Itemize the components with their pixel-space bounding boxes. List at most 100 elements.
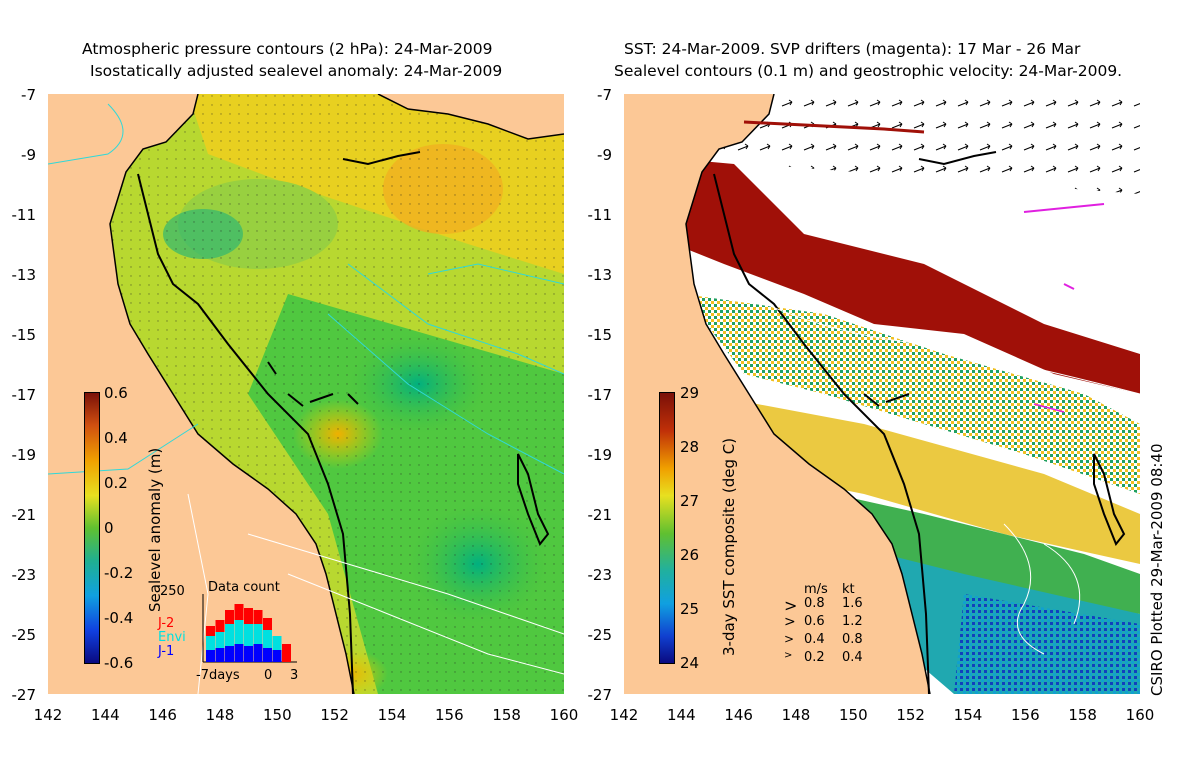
histogram-bar	[225, 610, 234, 624]
mission-j2: J-2	[158, 616, 175, 631]
x-tick-label: 156	[1011, 706, 1040, 724]
y-tick-label: -17	[587, 386, 613, 404]
colorbar-tick-label: 26	[680, 546, 700, 564]
x-tick-label: 152	[896, 706, 925, 724]
y-tick-label: -11	[11, 206, 37, 224]
x-tick-label: 150	[839, 706, 868, 724]
y-tick-label: -13	[11, 266, 37, 284]
colorbar-tick-label: -0.6	[104, 654, 134, 672]
histogram-bar	[272, 636, 282, 650]
colorbar-tick-label: 24	[680, 654, 700, 672]
left-map	[48, 94, 564, 694]
y-tick-label: -13	[587, 266, 613, 284]
histogram-bar	[225, 624, 234, 646]
histogram-bar	[263, 618, 272, 630]
y-tick-label: -21	[11, 506, 37, 524]
data-count-xlabel-zero: 0	[264, 668, 273, 683]
x-tick-label: 142	[609, 706, 639, 724]
right-title-line1: SST: 24-Mar-2009. SVP drifters (magenta)…	[624, 40, 1081, 58]
y-tick-label: -7	[597, 86, 612, 104]
sst-composite-map	[624, 94, 1140, 694]
right-map	[624, 94, 1140, 694]
y-tick-label: -7	[21, 86, 36, 104]
colorbar-tick-label: 0.2	[104, 474, 128, 492]
histogram-bar	[244, 608, 253, 624]
x-tick-label: 160	[1125, 706, 1155, 724]
y-tick-label: -23	[11, 566, 37, 584]
x-tick-label: 158	[492, 706, 521, 724]
data-count-xlabel-end: 3	[290, 668, 299, 683]
velocity-ms-value: 0.6	[804, 614, 825, 629]
histogram-bar	[253, 644, 263, 662]
velocity-ms-value: 0.8	[804, 596, 825, 611]
histogram-bar	[234, 644, 244, 662]
velocity-kt-value: 1.2	[842, 614, 863, 629]
x-tick-label: 146	[724, 706, 753, 724]
histogram-bar	[234, 620, 244, 644]
y-tick-label: -21	[587, 506, 613, 524]
colorbar-tick-label: 0	[104, 519, 114, 537]
histogram-bar	[206, 636, 215, 650]
colorbar-tick-label: 25	[680, 600, 700, 618]
sealevel-anomaly-map	[48, 94, 564, 694]
x-tick-label: 148	[781, 706, 811, 724]
histogram-bar	[215, 648, 225, 662]
left-colorbar	[84, 392, 100, 664]
velocity-arrow-icon: >	[784, 614, 796, 630]
histogram-bar	[225, 646, 234, 662]
data-count-title: Data count	[208, 580, 280, 595]
x-tick-label: 160	[549, 706, 579, 724]
velocity-arrow-icon: >	[784, 596, 798, 615]
x-tick-label: 154	[377, 706, 407, 724]
y-tick-label: -17	[11, 386, 37, 404]
velocity-header-kt: kt	[842, 582, 855, 597]
x-tick-label: 146	[148, 706, 177, 724]
velocity-header-ms: m/s	[804, 582, 828, 597]
histogram-bar	[206, 626, 215, 636]
histogram-bar	[253, 624, 263, 644]
left-title-line1: Atmospheric pressure contours (2 hPa): 2…	[82, 40, 493, 58]
y-tick-label: -25	[11, 626, 37, 644]
left-title-line2: Isostatically adjusted sealevel anomaly:…	[90, 62, 503, 80]
data-count-xlabel-start: -7days	[196, 668, 240, 683]
velocity-arrow-icon: >	[784, 632, 795, 646]
x-tick-label: 142	[33, 706, 63, 724]
histogram-bar	[263, 630, 272, 648]
right-colorbar-label: 3-day SST composite (deg C)	[720, 437, 738, 656]
velocity-arrow-icon: >	[784, 650, 793, 661]
mission-envi: Envi	[158, 630, 186, 645]
y-tick-label: -15	[587, 326, 613, 344]
velocity-kt-value: 0.8	[842, 632, 863, 647]
mission-j1: J-1	[158, 644, 175, 659]
histogram-bar	[206, 650, 215, 662]
histogram-bar	[272, 650, 282, 662]
y-tick-label: -19	[587, 446, 613, 464]
histogram-bar	[234, 604, 244, 620]
colorbar-tick-label: -0.2	[104, 564, 134, 582]
x-tick-label: 144	[91, 706, 120, 724]
data-count-inset: 250 Data count J-2 Envi J-1 -7days 0 3	[158, 578, 308, 688]
y-tick-label: -15	[11, 326, 37, 344]
histogram-bar	[244, 646, 253, 662]
x-tick-label: 150	[263, 706, 292, 724]
right-title-line2: Sealevel contours (0.1 m) and geostrophi…	[614, 62, 1123, 80]
right-colorbar	[659, 392, 675, 664]
y-tick-label: -11	[587, 206, 613, 224]
y-tick-label: -9	[21, 146, 36, 164]
colorbar-tick-label: 0.6	[104, 384, 128, 402]
y-tick-label: -9	[597, 146, 612, 164]
histogram-bar	[253, 610, 263, 624]
histogram-bar	[282, 644, 291, 662]
y-tick-label: -25	[587, 626, 613, 644]
x-tick-label: 148	[205, 706, 235, 724]
colorbar-tick-label: -0.4	[104, 609, 134, 627]
colorbar-tick-label: 27	[680, 492, 700, 510]
colorbar-tick-label: 0.4	[104, 429, 128, 447]
y-tick-label: -27	[11, 686, 37, 704]
velocity-ms-value: 0.2	[804, 650, 825, 665]
velocity-ms-value: 0.4	[804, 632, 825, 647]
histogram-bar	[263, 648, 272, 662]
data-count-histogram	[202, 594, 297, 663]
x-tick-label: 154	[953, 706, 983, 724]
histogram-bar	[215, 632, 225, 648]
